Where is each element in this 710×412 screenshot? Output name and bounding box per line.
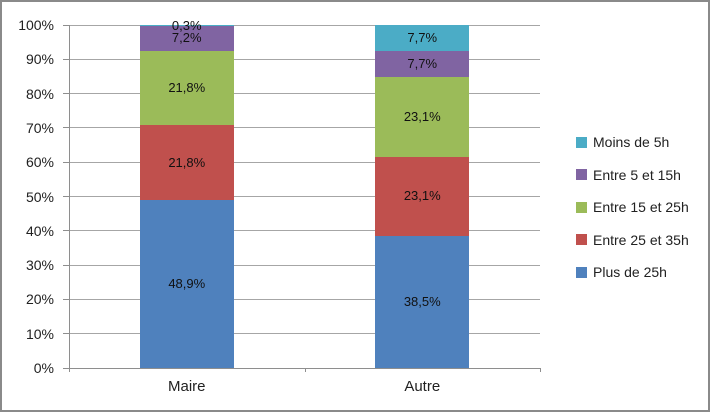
gridline <box>69 230 540 232</box>
bar-segment-label: 48,9% <box>168 276 206 292</box>
x-axis-tick <box>69 368 70 372</box>
y-axis-tick <box>63 333 69 335</box>
legend-label: Entre 5 et 15h <box>593 166 681 183</box>
y-tick-label: 40% <box>25 222 54 239</box>
bar-segment-label: 23,1% <box>403 109 441 125</box>
legend-item[interactable]: Entre 25 et 35h <box>576 232 689 248</box>
y-axis-tick <box>63 367 69 369</box>
legend-swatch <box>576 136 587 148</box>
gridline <box>69 58 540 60</box>
legend-swatch <box>576 169 587 180</box>
y-tick-label: 80% <box>25 85 54 102</box>
legend-label: Entre 15 et 25h <box>593 199 689 215</box>
gridline <box>69 93 540 95</box>
bar-segment-label: 23,1% <box>403 188 441 204</box>
y-axis-tick <box>63 93 69 95</box>
legend-swatch <box>576 266 587 278</box>
gridline <box>69 264 540 266</box>
y-tick-label: 20% <box>25 291 54 308</box>
gridline <box>69 298 540 300</box>
legend-swatch <box>576 234 587 245</box>
y-axis-tick <box>63 127 69 129</box>
bar-segment-label: 0,3% <box>171 17 202 33</box>
y-tick-label: 100% <box>18 17 54 33</box>
bar-segment[interactable] <box>375 77 470 157</box>
bar-segment[interactable] <box>375 24 470 52</box>
legend-item[interactable]: Plus de 25h <box>576 264 667 280</box>
bar-segment[interactable] <box>139 125 234 201</box>
y-tick-label: 90% <box>25 51 54 68</box>
bar-segment[interactable] <box>375 156 470 236</box>
bar-segment-label: 7,7% <box>407 56 438 72</box>
y-axis-line <box>69 25 70 368</box>
y-axis-tick <box>63 196 69 197</box>
y-tick-label: 30% <box>25 257 54 274</box>
y-axis-tick <box>63 298 69 300</box>
y-tick-label: 70% <box>25 119 54 136</box>
y-axis-tick <box>63 161 69 163</box>
y-axis-tick <box>63 264 69 266</box>
x-axis-tick <box>540 368 541 372</box>
x-category-label: Autre <box>404 378 441 395</box>
gridline <box>69 161 540 163</box>
x-axis-tick <box>304 368 306 372</box>
bar-segment-label: 21,8% <box>168 154 206 170</box>
y-tick-label: 60% <box>25 154 54 171</box>
legend-swatch <box>576 201 587 213</box>
legend-label: Moins de 5h <box>593 134 670 150</box>
legend-label: Entre 25 et 35h <box>593 231 689 248</box>
y-axis-tick <box>63 24 69 26</box>
y-tick-label: 10% <box>25 325 54 342</box>
bar-segment-label: 7,7% <box>407 29 438 45</box>
x-category-label: Maire <box>167 378 206 395</box>
y-axis-tick <box>63 58 69 60</box>
bar-segment-label: 7,2% <box>171 30 202 46</box>
bar-segment[interactable] <box>139 26 234 51</box>
bar-segment[interactable] <box>139 200 234 368</box>
bar-segment-label: 38,5% <box>403 293 441 309</box>
gridline <box>69 127 540 129</box>
legend-item[interactable]: Entre 15 et 25h <box>576 199 689 215</box>
bar-segment[interactable] <box>139 50 234 126</box>
bar-segment-label: 21,8% <box>168 80 206 96</box>
legend-item[interactable]: Moins de 5h <box>576 134 669 150</box>
bar-segment[interactable] <box>375 51 470 78</box>
bar-segment[interactable] <box>139 25 234 27</box>
gridline <box>69 333 540 335</box>
gridline <box>69 24 540 26</box>
y-axis-tick <box>63 230 69 232</box>
y-tick-label: 0% <box>33 360 54 376</box>
y-tick-label: 50% <box>25 188 54 205</box>
gridline <box>69 196 540 197</box>
legend-label: Plus de 25h <box>593 264 667 280</box>
legend-item[interactable]: Entre 5 et 15h <box>576 167 681 183</box>
bar-segment[interactable] <box>375 235 470 368</box>
